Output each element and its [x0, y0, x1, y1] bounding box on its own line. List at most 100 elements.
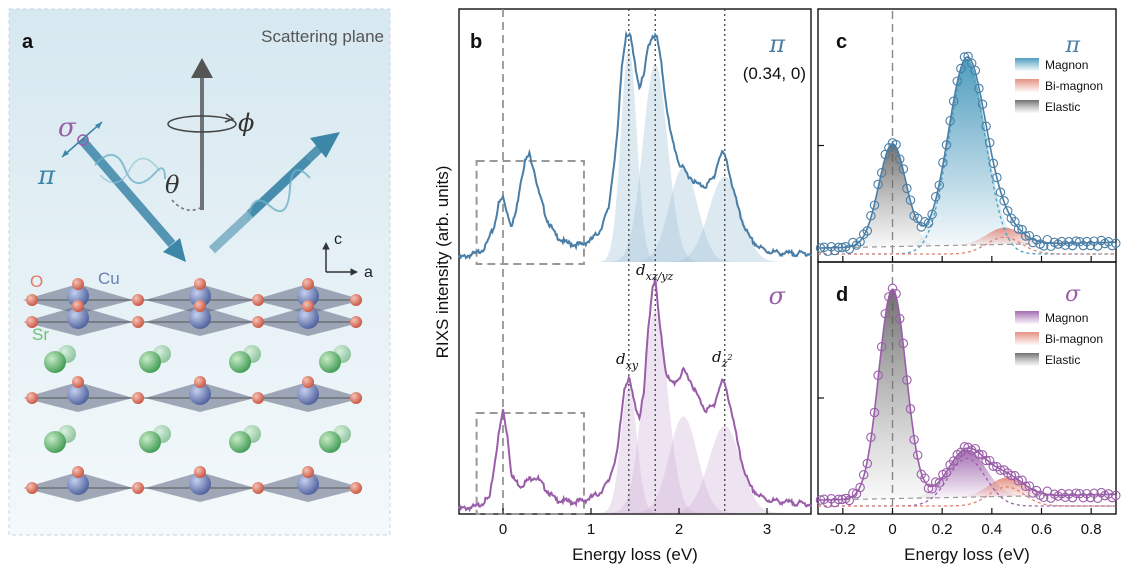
data-point [905, 195, 916, 205]
data-point [858, 229, 869, 240]
oxygen-atom [252, 316, 264, 328]
sigma-polarization-label: σ [769, 282, 786, 310]
data-point [1111, 238, 1121, 249]
x-tick-label: -0.2 [830, 521, 856, 538]
outgoing-wave-icon [247, 169, 311, 221]
data-point [855, 482, 865, 493]
data-point [1071, 488, 1081, 498]
copper-label: Cu [98, 269, 120, 288]
legend-magnon-swatch [1015, 58, 1039, 71]
data-point [941, 467, 952, 478]
data-point [988, 158, 999, 169]
crystal-structure [23, 278, 363, 502]
panel-d-frame [817, 261, 1117, 515]
data-point [844, 495, 855, 506]
data-point [981, 121, 991, 132]
elastic-fill [837, 143, 948, 248]
orbital-component-fill [606, 310, 705, 513]
legend-bimagnon-swatch [1015, 332, 1039, 345]
data-point [891, 288, 901, 299]
data-point [1020, 231, 1031, 241]
legend-magnon-label: Magnon [1045, 58, 1088, 72]
dz2-label: dz2 [712, 348, 733, 370]
data-point [1006, 213, 1017, 224]
copper-atom [67, 285, 89, 307]
panel-d-polarization: σ [1065, 282, 1081, 307]
panel-c: c π Magnon Bi-magnon Elastic [815, 8, 1121, 263]
oxygen-atom [194, 278, 206, 290]
data-point [930, 192, 941, 202]
data-point [898, 338, 909, 349]
theta-arc [171, 199, 201, 211]
strontium-atom [44, 351, 66, 373]
panel-b: b 0 1 2 3 π (0.34, 0) σ dxy dxz/yz dz2 Ener… [433, 8, 812, 564]
sigma-spectrum-line [458, 276, 812, 513]
copper-atom [297, 473, 319, 495]
panel-cd-xlabel: Energy loss (eV) [904, 545, 1030, 564]
oxygen-atom [26, 482, 38, 494]
data-point [930, 477, 941, 487]
data-point [1020, 481, 1031, 492]
oxygen-atom [350, 482, 362, 494]
phi-rotation-icon [167, 115, 237, 133]
legend-bimagnon-label: Bi-magnon [1045, 79, 1103, 93]
data-point [862, 226, 873, 236]
data-point [855, 237, 865, 247]
data-point [833, 242, 844, 253]
scattering-plane-label: Scattering plane [261, 27, 384, 46]
data-point [970, 65, 981, 76]
oxygen-atom [26, 294, 38, 306]
oxygen-atom [302, 376, 314, 388]
pi-spectrum-line [458, 30, 812, 260]
data-point [1071, 236, 1081, 246]
data-point [837, 494, 847, 505]
data-point [999, 196, 1009, 206]
theta-symbol: θ [165, 171, 180, 199]
data-point [1013, 224, 1024, 234]
dxy-label: dxy [616, 350, 639, 372]
oxygen-atom [132, 392, 144, 404]
strontium-atom [139, 351, 161, 373]
oxygen-atom [252, 482, 264, 494]
pi-symbol: π [37, 161, 56, 191]
oxygen-atom [194, 300, 206, 312]
panel-d-legend: Magnon Bi-magnon Elastic [1015, 311, 1103, 367]
x-tick-label: 2 [675, 521, 683, 538]
copper-atom [297, 285, 319, 307]
data-point [905, 404, 916, 414]
c-axis-label: c [334, 231, 342, 248]
legend-magnon-label: Magnon [1045, 311, 1088, 325]
x-tick-label: 0.8 [1081, 521, 1102, 538]
legend-elastic-swatch [1015, 100, 1039, 113]
orbital-component-fill [627, 167, 740, 262]
panel-c-label: c [836, 31, 847, 53]
magnon-fill [892, 58, 1042, 247]
x-tick-label: 3 [763, 521, 771, 538]
x-tick-label: 0 [888, 521, 896, 538]
data-point [866, 432, 876, 443]
phi-symbol: ϕ [238, 109, 254, 137]
oxygen-atom [132, 482, 144, 494]
data-point [876, 342, 887, 352]
oxygen-atom [132, 294, 144, 306]
legend-elastic-label: Elastic [1045, 100, 1080, 114]
copper-atom [189, 473, 211, 495]
data-point [869, 407, 880, 418]
data-point [876, 167, 887, 178]
data-point [945, 116, 955, 126]
panel-b-frame [458, 8, 812, 515]
copper-atom [189, 285, 211, 307]
data-point [959, 52, 970, 62]
magnon-fill [892, 449, 1042, 499]
zoom-box-pi [475, 160, 585, 265]
data-point [948, 96, 959, 107]
panel-a-label: a [22, 31, 34, 53]
outgoing-beam [208, 132, 340, 254]
data-point [1010, 471, 1020, 481]
strontium-atom [319, 351, 341, 373]
orbital-component-fill [606, 64, 705, 262]
panel-c-legend: Magnon Bi-magnon Elastic [1015, 58, 1103, 114]
strontium-atom [44, 431, 66, 453]
copper-atom [297, 383, 319, 405]
legend-elastic-label: Elastic [1045, 353, 1080, 367]
